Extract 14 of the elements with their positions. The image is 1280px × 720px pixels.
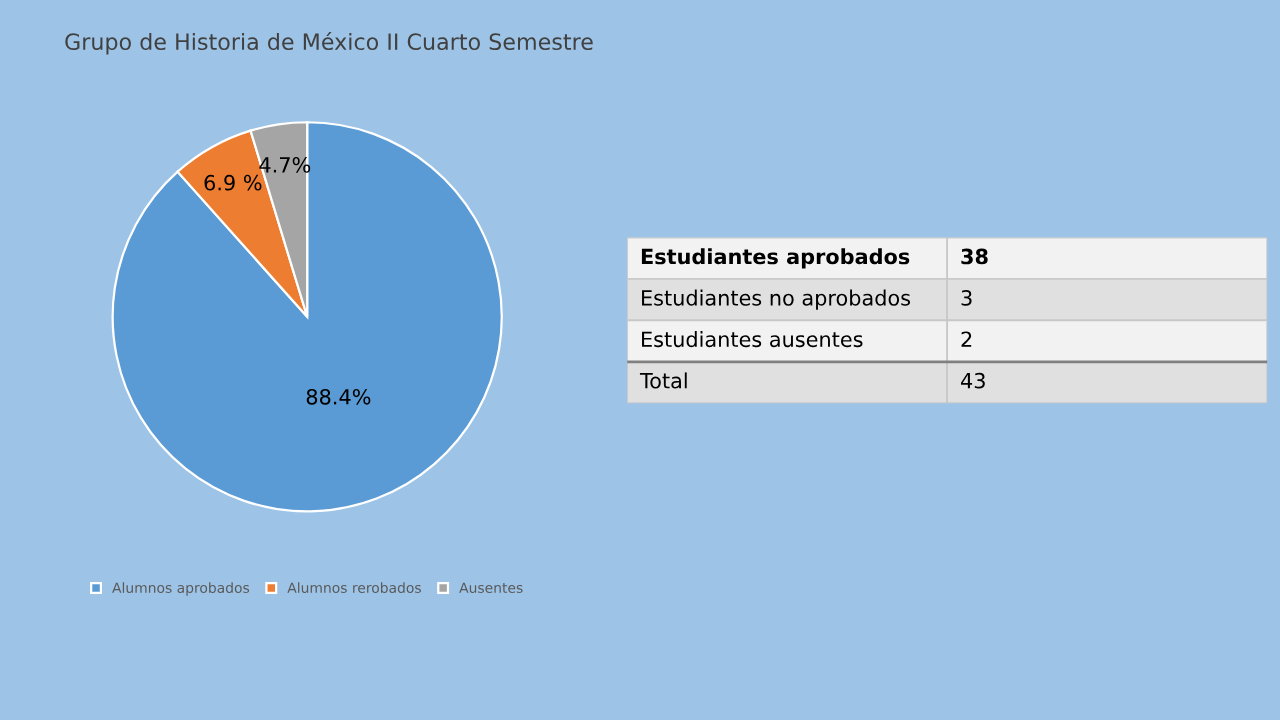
data-label: 43 <box>961 372 985 389</box>
data-label: 3 <box>961 289 972 306</box>
category-label: Estudiantes ausentes <box>642 331 863 348</box>
data-label: 38 <box>961 248 988 265</box>
data-label: 2 <box>961 331 972 347</box>
category-label: Estudiantes aprobados <box>641 248 910 269</box>
data-label: 88.4% <box>306 388 371 405</box>
pie-slice <box>111 121 503 513</box>
category-label: Estudiantes no aprobados <box>642 289 911 310</box>
pie-slice <box>176 129 309 318</box>
chart-title: Grupo de Historia de México II Cuarto Semestre <box>65 32 593 55</box>
data-label: 4.7% <box>259 156 311 173</box>
category-label: Total <box>639 372 687 389</box>
data-label: 6.9 % <box>204 174 262 191</box>
